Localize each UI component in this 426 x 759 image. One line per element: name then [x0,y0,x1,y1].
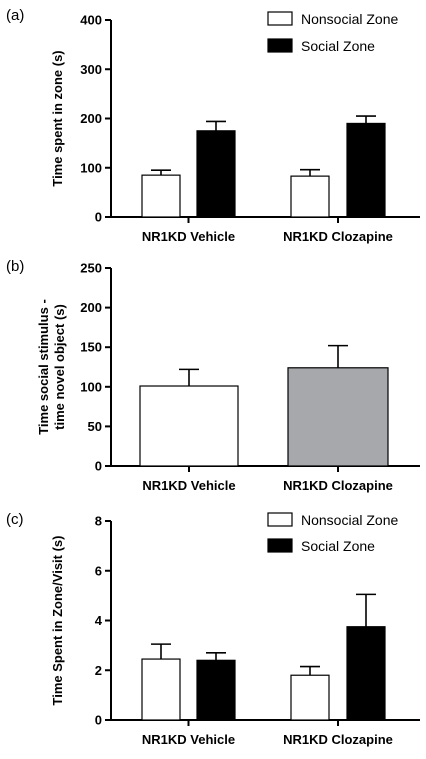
legend-label: Nonsocial Zone [301,11,398,27]
y-tick-label: 0 [95,210,102,225]
y-tick-label: 300 [80,62,102,77]
legend-label: Social Zone [301,38,375,54]
panel-label: (c) [6,511,24,528]
legend-label: Social Zone [301,538,375,554]
bar [287,367,389,467]
y-axis-label: Time spent in zone (s) [50,50,65,186]
legend-swatch [267,11,293,26]
x-tick-label: NR1KD Clozapine [283,229,393,244]
bar [346,626,386,721]
bar [346,122,386,218]
legend-label: Nonsocial Zone [301,512,398,528]
bar [290,674,330,721]
y-tick-label: 0 [95,459,102,474]
panel-label: (a) [6,7,24,24]
y-tick-label: 150 [80,340,102,355]
y-tick-label: 6 [95,563,102,578]
y-tick-label: 200 [80,111,102,126]
x-tick-label: NR1KD Vehicle [142,732,235,747]
y-axis-label: Time social stimulus - [36,299,51,435]
y-tick-label: 50 [88,419,102,434]
y-tick-label: 100 [80,379,102,394]
bar [196,130,236,218]
y-tick-label: 250 [80,261,102,276]
y-axis-label: time novel object (s) [52,304,67,430]
bar [141,658,181,721]
y-tick-label: 2 [95,663,102,678]
x-tick-label: NR1KD Vehicle [142,229,235,244]
legend-swatch [267,538,293,553]
bar [290,175,330,218]
panel-label: (b) [6,258,24,275]
x-tick-label: NR1KD Vehicle [142,478,235,493]
bar [139,385,239,467]
x-tick-label: NR1KD Clozapine [283,732,393,747]
bar [141,174,181,218]
y-tick-label: 8 [95,514,102,529]
y-tick-label: 400 [80,13,102,28]
legend-swatch [267,512,293,527]
legend-swatch [267,38,293,53]
y-tick-label: 200 [80,300,102,315]
y-tick-label: 100 [80,160,102,175]
y-axis-label: Time Spent in Zone/Visit (s) [50,536,65,706]
x-tick-label: NR1KD Clozapine [283,478,393,493]
y-tick-label: 0 [95,713,102,728]
y-tick-label: 4 [95,613,103,628]
bar [196,659,236,721]
